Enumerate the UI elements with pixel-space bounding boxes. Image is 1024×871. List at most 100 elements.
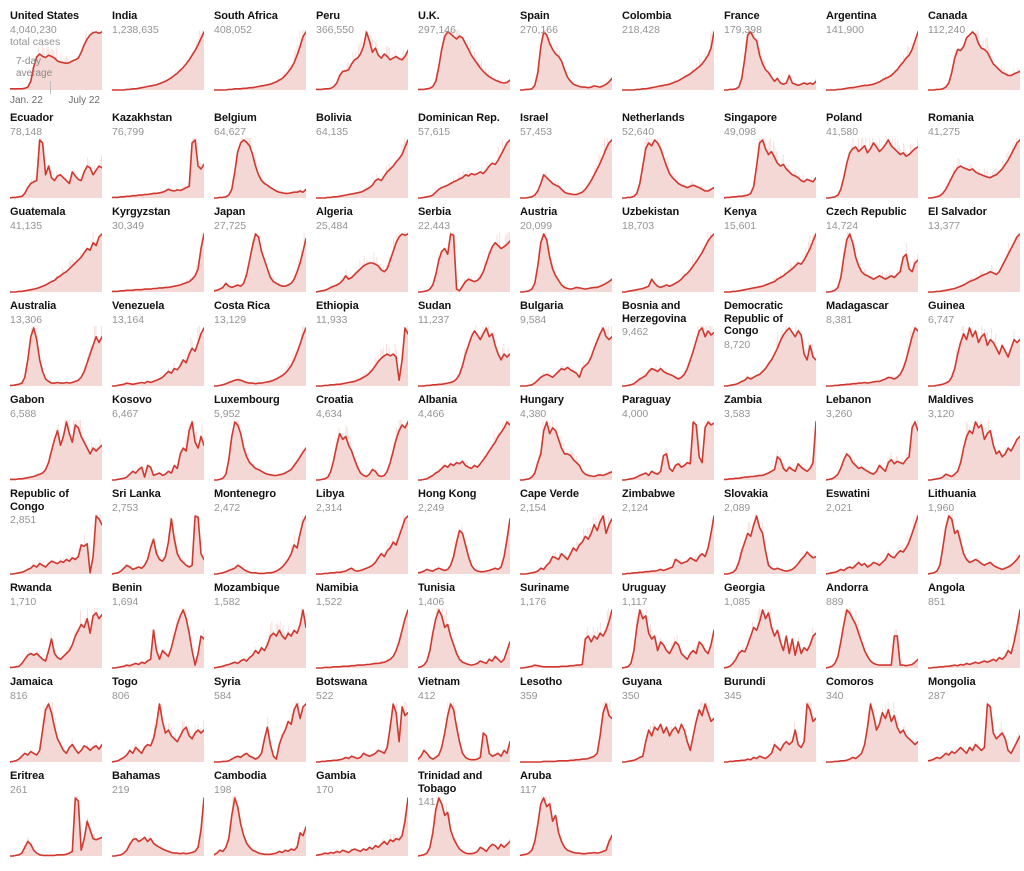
country-total: 2,089 bbox=[724, 501, 751, 514]
seven-day-average-line bbox=[112, 139, 204, 199]
country-total: 20,099 bbox=[520, 219, 553, 232]
x-axis-labels: Jan. 22 July 22 bbox=[10, 94, 102, 106]
sparkline-chart bbox=[928, 609, 1020, 669]
sparkline-chart bbox=[622, 232, 714, 293]
country-total: 1,694 bbox=[112, 595, 139, 608]
area-fill bbox=[622, 234, 714, 292]
sparkline-chart bbox=[316, 702, 408, 763]
country-name: Dominican Rep. bbox=[418, 112, 500, 124]
country-name: South Africa bbox=[214, 10, 278, 22]
country-cell: Romania 41,275 bbox=[928, 112, 1020, 200]
area-fill bbox=[316, 234, 408, 292]
country-cell: Libya 2,314 bbox=[316, 488, 408, 576]
sparkline-chart bbox=[520, 702, 612, 763]
area-fill bbox=[928, 32, 1020, 90]
country-total: 41,135 bbox=[10, 219, 43, 232]
cell-header: Lithuania 1,960 bbox=[928, 488, 1020, 514]
sparkline-chart bbox=[10, 796, 102, 857]
country-name: Lebanon bbox=[826, 394, 872, 406]
country-cell: Trinidad and Tobago 141 bbox=[418, 770, 510, 858]
country-name: Hong Kong bbox=[418, 488, 477, 500]
seven-day-average-line bbox=[520, 139, 612, 199]
country-total: 2,021 bbox=[826, 501, 853, 514]
seven-day-average-line bbox=[112, 421, 204, 481]
cell-header: Kenya 15,601 bbox=[724, 206, 816, 232]
area-fill bbox=[112, 704, 204, 762]
country-total: 350 bbox=[622, 689, 640, 702]
seven-day-average-line bbox=[10, 327, 102, 387]
cell-header: Kosovo 6,467 bbox=[112, 394, 204, 420]
country-total: 816 bbox=[10, 689, 28, 702]
country-total: 1,085 bbox=[724, 595, 751, 608]
country-total: 340 bbox=[826, 689, 844, 702]
seven-day-average-line bbox=[10, 612, 102, 669]
country-cell: France 179,398 bbox=[724, 10, 816, 106]
country-name: Libya bbox=[316, 488, 345, 500]
area-fill bbox=[928, 328, 1020, 386]
country-total: 2,753 bbox=[112, 501, 139, 514]
sparkline-chart bbox=[418, 138, 510, 199]
cell-header: Cambodia 198 bbox=[214, 770, 306, 796]
country-total: 2,472 bbox=[214, 501, 241, 514]
country-total: 13,306 bbox=[10, 313, 43, 326]
cell-header: Bolivia 64,135 bbox=[316, 112, 408, 138]
country-name: Serbia bbox=[418, 206, 452, 218]
country-total: 13,164 bbox=[112, 313, 145, 326]
country-cell: Tunisia 1,406 bbox=[418, 582, 510, 670]
sparkline-chart bbox=[724, 232, 816, 293]
sparkline-chart bbox=[520, 514, 612, 575]
sparkline-chart bbox=[622, 702, 714, 763]
sparkline-chart bbox=[826, 326, 918, 387]
seven-day-average-line bbox=[622, 421, 714, 481]
country-name: Burundi bbox=[724, 676, 766, 688]
country-total: 287 bbox=[928, 689, 946, 702]
cell-header: Tunisia 1,406 bbox=[418, 582, 510, 608]
country-cell: Angola 851 bbox=[928, 582, 1020, 670]
cell-header: Ethiopia 11,933 bbox=[316, 300, 408, 326]
cell-header: Singapore 49,098 bbox=[724, 112, 816, 138]
area-fill bbox=[724, 422, 816, 480]
sparkline-chart bbox=[316, 326, 408, 387]
country-name: Luxembourg bbox=[214, 394, 280, 406]
cell-header: Aruba 117 bbox=[520, 770, 612, 796]
area-fill bbox=[214, 140, 306, 198]
country-total: 1,176 bbox=[520, 595, 547, 608]
seven-day-average-line bbox=[316, 515, 408, 575]
country-name: France bbox=[724, 10, 760, 22]
cell-header: Guinea 6,747 bbox=[928, 300, 1020, 326]
seven-day-average-annotation: 7-day average bbox=[16, 56, 52, 94]
seven-day-average-line bbox=[112, 233, 204, 293]
seven-day-average-line bbox=[622, 139, 714, 199]
area-fill bbox=[826, 422, 918, 480]
area-fill bbox=[724, 140, 816, 198]
country-total: 408,052 bbox=[214, 23, 252, 36]
daily-bars bbox=[418, 702, 510, 762]
country-cell: Ecuador 78,148 bbox=[10, 112, 102, 200]
country-name: Colombia bbox=[622, 10, 672, 22]
country-name: Kazakhstan bbox=[112, 112, 173, 124]
country-cell: Peru 366,550 bbox=[316, 10, 408, 106]
seven-day-average-line bbox=[724, 421, 816, 481]
x-axis-end-label: July 22 bbox=[68, 95, 100, 106]
country-cell: Austria 20,099 bbox=[520, 206, 612, 294]
sparkline-chart bbox=[316, 609, 408, 669]
sparkline-chart bbox=[112, 30, 204, 91]
sparkline-chart bbox=[10, 138, 102, 199]
country-total: 3,583 bbox=[724, 407, 751, 420]
sparkline-chart bbox=[724, 326, 816, 387]
cell-header: Costa Rica 13,129 bbox=[214, 300, 306, 326]
sparkline-chart bbox=[928, 702, 1020, 762]
country-total: 2,314 bbox=[316, 501, 343, 514]
area-fill bbox=[724, 328, 816, 386]
seven-day-average-line bbox=[928, 31, 1020, 91]
country-name: Togo bbox=[112, 676, 138, 688]
area-fill bbox=[622, 516, 714, 574]
cell-header: Croatia 4,634 bbox=[316, 394, 408, 420]
cell-header: Lesotho 359 bbox=[520, 676, 612, 702]
sparkline-chart bbox=[214, 30, 306, 91]
area-fill bbox=[316, 422, 408, 480]
area-fill bbox=[10, 32, 102, 90]
area-fill bbox=[214, 32, 306, 90]
country-cell: Bolivia 64,135 bbox=[316, 112, 408, 200]
country-total: 22,443 bbox=[418, 219, 451, 232]
